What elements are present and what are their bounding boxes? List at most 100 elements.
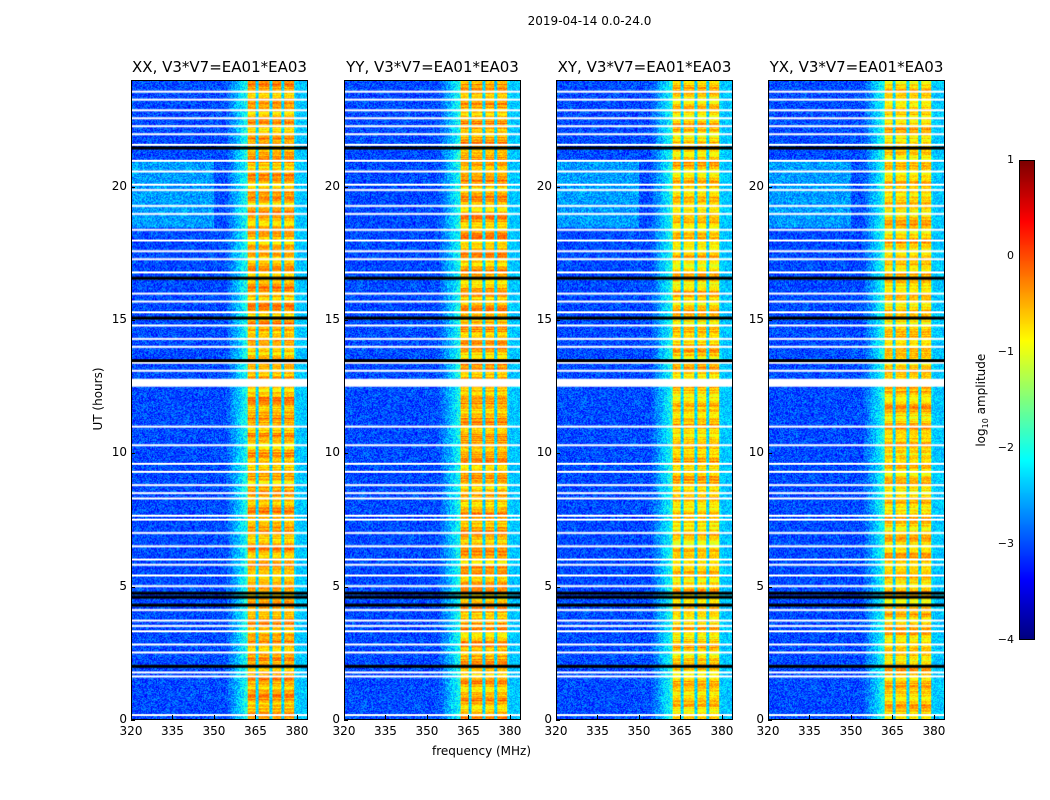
y-tick-mark [344,720,348,721]
y-tick-mark [556,186,560,188]
heatmap-axes-xy [556,80,733,720]
colorbar-label-sub: 10 [981,418,991,429]
colorbar-tick-label: −2 [997,441,1014,454]
y-tick-mark [556,720,560,721]
y-tick-mark [344,453,348,455]
x-tick-label: 380 [498,724,522,738]
x-tick-mark [468,715,470,719]
y-tick-label: 10 [536,445,552,460]
y-tick-label: 15 [536,312,552,326]
x-tick-mark [296,715,298,719]
y-tick-mark [768,453,772,455]
x-tick-mark [892,715,894,719]
y-tick-label: 0 [119,712,127,726]
x-tick-label: 365 [457,724,480,738]
x-tick-label: 320 [544,724,568,738]
x-tick-mark [933,715,935,719]
x-tick-label: 380 [922,724,946,738]
y-tick-label: 5 [119,578,127,593]
y-tick-mark [131,586,135,588]
panel-title: YX, V3*V7=EA01*EA03 [769,58,944,76]
x-tick-label: 320 [332,724,356,738]
y-tick-mark [131,186,135,188]
y-tick-mark [131,720,135,721]
x-tick-mark [556,715,557,719]
y-tick-label: 15 [324,312,340,326]
y-tick-mark [768,320,772,321]
y-tick-label: 10 [111,445,127,460]
y-tick-mark [344,320,348,321]
colorbar-label: log10 amplitude [974,350,990,450]
x-tick-mark [809,715,811,719]
y-tick-label: 0 [332,712,340,726]
y-tick-mark [768,586,772,588]
colorbar-label-rest: amplitude [973,353,988,419]
colorbar-tick-label: −1 [997,345,1014,358]
colorbar-label-main: log [973,428,988,447]
y-tick-label: 15 [111,312,127,326]
heatmap-image [769,81,944,719]
panel-title: YY, V3*V7=EA01*EA03 [346,58,519,76]
x-tick-label: 350 [627,724,651,738]
y-tick-label: 10 [748,445,764,460]
x-tick-mark [638,715,640,719]
panel-title: XY, V3*V7=EA01*EA03 [557,58,732,76]
x-tick-label: 380 [710,724,734,738]
x-tick-label: 335 [798,724,821,738]
x-tick-mark [426,715,428,719]
y-tick-label: 20 [324,178,340,193]
colorbar-tick-label: 0 [1007,249,1014,262]
y-tick-mark [131,453,135,455]
x-tick-label: 350 [415,724,439,738]
heatmap-image [557,81,732,719]
y-tick-label: 5 [332,578,340,593]
x-tick-label: 365 [244,724,267,738]
x-tick-label: 335 [586,724,609,738]
heatmap-axes-yx [768,80,945,720]
x-tick-mark [255,715,257,719]
y-tick-label: 0 [756,712,764,726]
x-tick-label: 350 [202,724,226,738]
colorbar [1019,160,1035,640]
figure-title: 2019-04-14 0.0-24.0 [527,14,652,28]
x-tick-mark [721,715,723,719]
y-tick-mark [768,186,772,188]
y-tick-label: 20 [111,178,127,193]
x-tick-label: 335 [374,724,397,738]
y-tick-label: 15 [748,312,764,326]
x-tick-mark [597,715,599,719]
colorbar-tick-label: −3 [997,537,1014,550]
heatmap-image [345,81,520,719]
y-tick-mark [768,720,772,721]
y-tick-mark [556,586,560,588]
colorbar-gradient [1020,161,1034,639]
y-tick-mark [344,586,348,588]
x-tick-mark [680,715,682,719]
x-tick-label: 380 [285,724,309,738]
x-tick-mark [213,715,215,719]
y-tick-label: 20 [536,178,552,193]
heatmap-axes-yy [344,80,521,720]
heatmap-axes-xx [131,80,308,720]
y-tick-label: 0 [544,712,552,726]
y-tick-label: 10 [324,445,340,460]
x-tick-mark [385,715,387,719]
y-axis-label: UT (hours) [91,367,105,431]
y-tick-mark [131,320,135,321]
y-tick-mark [556,320,560,321]
x-tick-label: 320 [756,724,780,738]
x-tick-mark [768,715,769,719]
y-tick-label: 5 [756,578,764,593]
x-tick-mark [850,715,852,719]
x-tick-mark [509,715,511,719]
x-tick-mark [344,715,345,719]
x-tick-label: 350 [839,724,863,738]
x-tick-label: 365 [881,724,904,738]
y-tick-mark [344,186,348,188]
x-tick-mark [131,715,132,719]
y-tick-label: 5 [544,578,552,593]
colorbar-tick-label: 1 [1007,153,1014,166]
x-tick-label: 335 [161,724,184,738]
heatmap-image [132,81,307,719]
colorbar-tick-label: −4 [997,633,1014,646]
